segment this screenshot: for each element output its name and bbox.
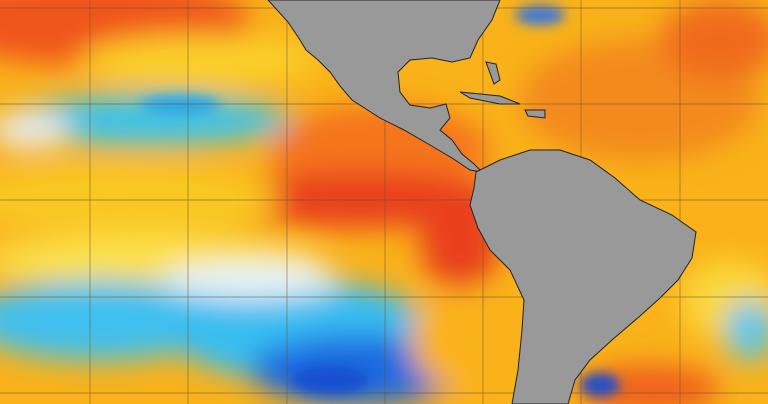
- hispaniola: [524, 109, 546, 119]
- north-america: [267, 0, 501, 173]
- land: [267, 0, 697, 404]
- cold-patches: [140, 5, 620, 397]
- south-america: [469, 149, 697, 404]
- florida: [485, 61, 501, 85]
- cuba: [459, 91, 521, 105]
